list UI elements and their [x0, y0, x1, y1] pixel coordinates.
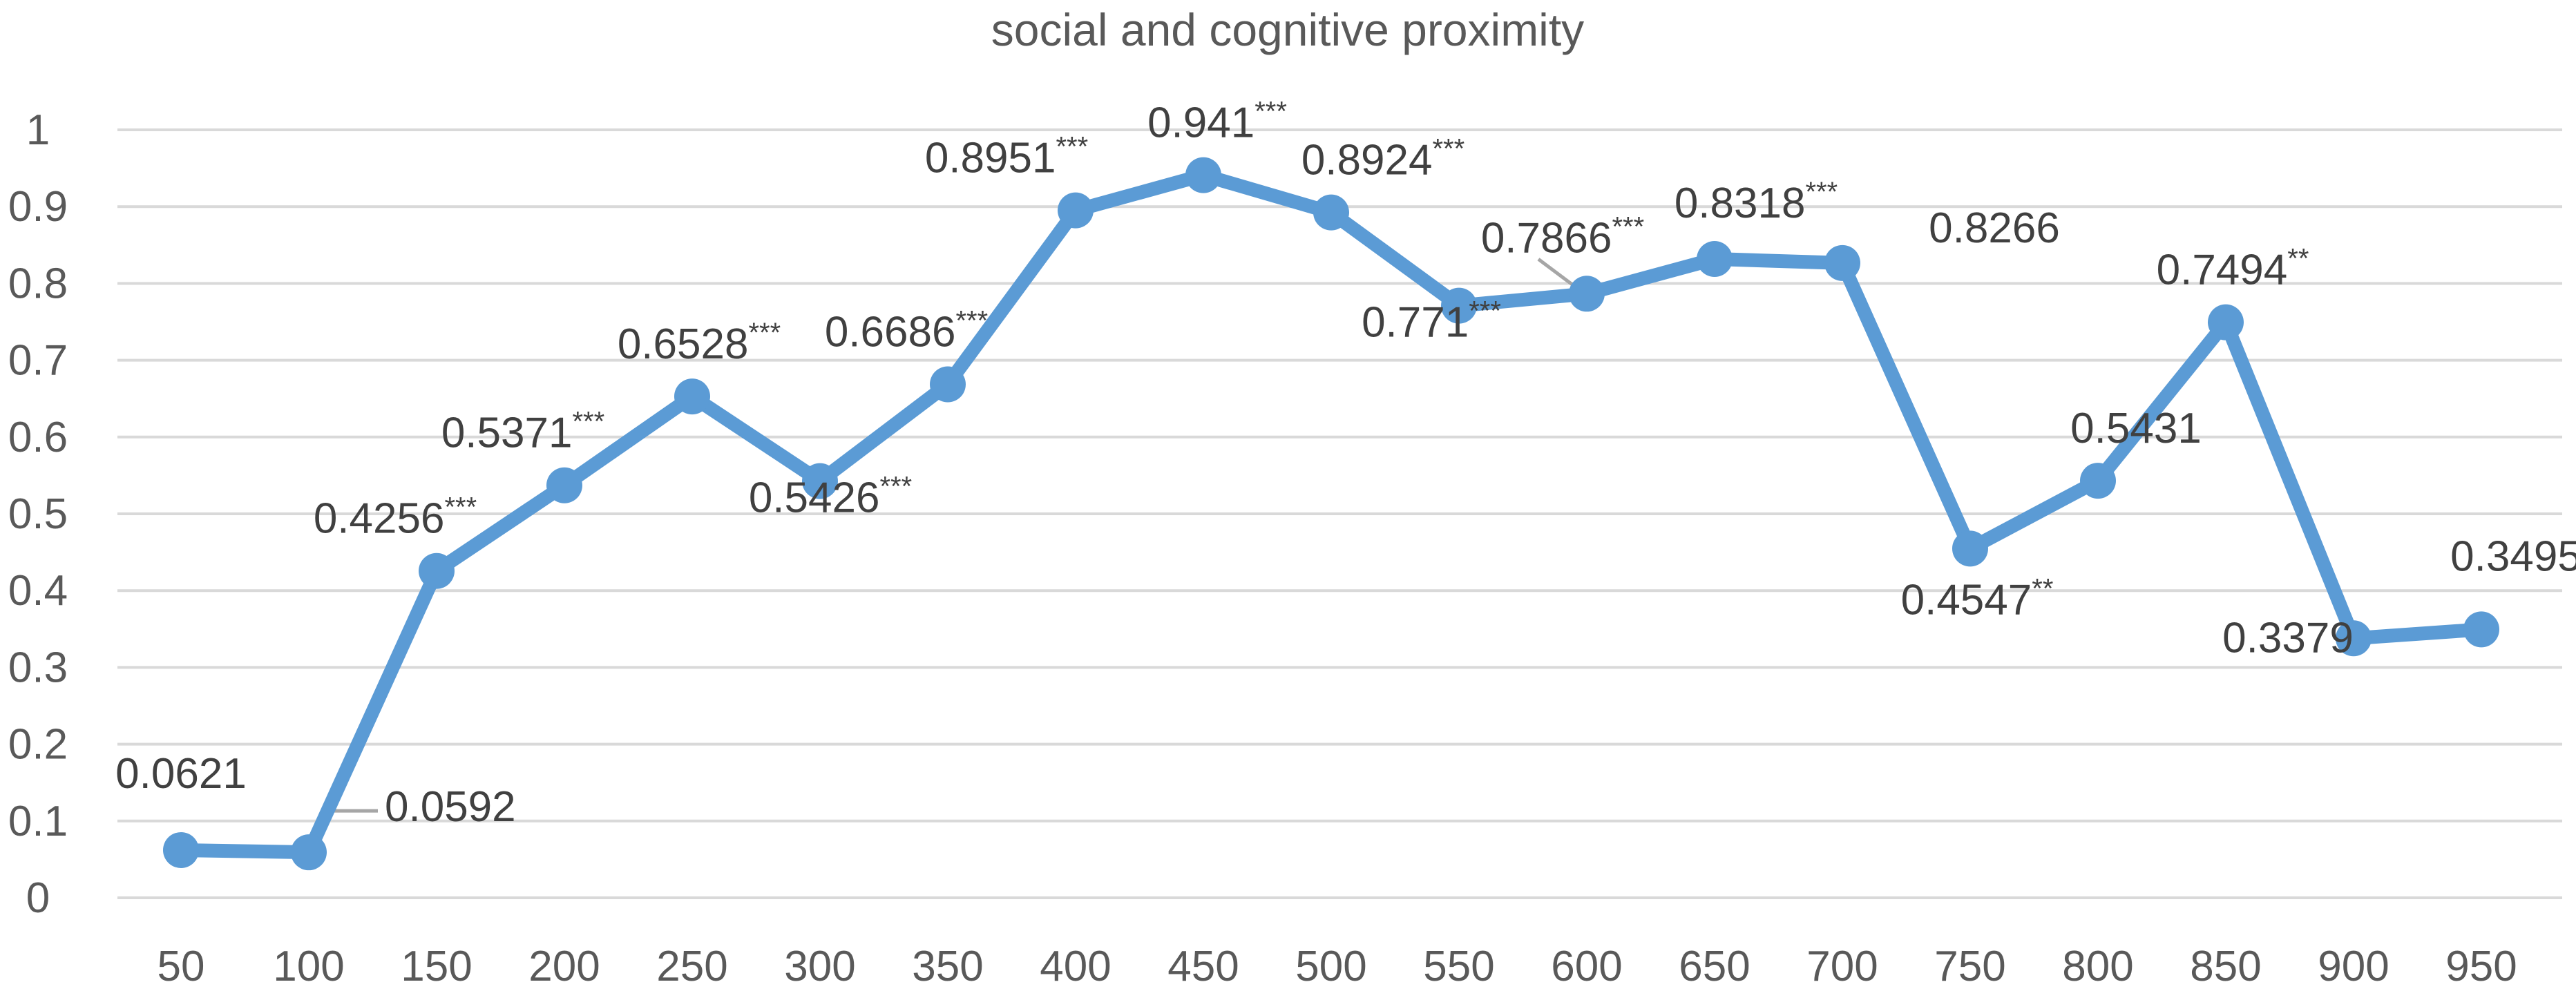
- x-tick-label: 600: [1551, 943, 1622, 990]
- x-tick-label: 50: [158, 943, 205, 990]
- data-label: 0.5371***: [441, 407, 604, 457]
- data-point: [930, 366, 966, 403]
- data-label: 0.3379: [2222, 614, 2354, 662]
- data-label: 0.5426***: [749, 472, 912, 522]
- data-point: [546, 467, 582, 503]
- data-point: [419, 552, 455, 589]
- y-tick-label: 0.1: [8, 798, 68, 845]
- data-point: [674, 378, 710, 415]
- x-tick-label: 850: [2190, 943, 2261, 990]
- data-label: 0.8266: [1929, 204, 2060, 252]
- data-point: [1058, 192, 1094, 229]
- y-tick-label: 0.6: [8, 414, 68, 461]
- data-label: 0.5431: [2070, 405, 2202, 452]
- data-point: [2208, 304, 2244, 340]
- y-tick-label: 0.4: [8, 567, 68, 615]
- data-label: 0.7866***: [1481, 211, 1644, 262]
- x-tick-label: 800: [2062, 943, 2133, 990]
- y-tick-label: 0.7: [8, 337, 68, 385]
- x-tick-label: 300: [784, 943, 855, 990]
- y-tick-label: 0.8: [8, 260, 68, 307]
- x-tick-label: 100: [273, 943, 344, 990]
- x-tick-label: 700: [1806, 943, 1878, 990]
- data-point: [1952, 530, 1988, 567]
- data-label: 0.6528***: [618, 318, 781, 368]
- data-label: 0.6686***: [825, 306, 988, 356]
- x-tick-label: 950: [2445, 943, 2517, 990]
- data-point: [2080, 463, 2116, 499]
- data-label: 0.4256***: [314, 492, 477, 543]
- data-point: [1697, 241, 1733, 278]
- data-point: [1824, 244, 1860, 281]
- data-points: [163, 157, 2499, 871]
- data-point: [2336, 620, 2372, 657]
- x-tick-label: 400: [1040, 943, 1111, 990]
- x-tick-label: 650: [1679, 943, 1750, 990]
- x-tick-label: 750: [1934, 943, 2005, 990]
- data-point: [2463, 611, 2499, 648]
- data-point: [1569, 276, 1605, 312]
- data-point: [802, 463, 838, 499]
- data-label: 0.0592: [385, 783, 516, 831]
- y-tick-label: 0: [26, 874, 50, 922]
- data-point: [291, 834, 327, 871]
- data-label: 0.8951***: [925, 132, 1088, 182]
- x-tick-label: 550: [1423, 943, 1494, 990]
- y-tick-label: 0.5: [8, 490, 68, 538]
- data-label: 0.8318***: [1675, 177, 1838, 227]
- x-tick-label: 250: [656, 943, 727, 990]
- data-label: 0.771***: [1362, 296, 1501, 347]
- data-label: 0.0621: [115, 750, 247, 798]
- data-label: 0.3495: [2450, 532, 2576, 580]
- y-axis-ticks: 0 0.1 0.2 0.3 0.4 0.5 0.6 0.7 0.8 0.9 1: [8, 106, 68, 922]
- data-point: [163, 831, 199, 868]
- x-tick-label: 350: [912, 943, 983, 990]
- x-tick-label: 200: [528, 943, 600, 990]
- data-point: [1313, 194, 1349, 231]
- data-label: 0.7494**: [2157, 244, 2309, 294]
- y-tick-label: 0.2: [8, 721, 68, 769]
- y-tick-label: 1: [26, 106, 50, 154]
- chart-title: social and cognitive proximity: [991, 4, 1584, 55]
- data-labels: 0.0621 0.0592 0.4256*** 0.5371*** 0.6528*** 0…: [115, 97, 2576, 831]
- data-label: 0.4547**: [1901, 573, 2054, 624]
- x-tick-label: 900: [2318, 943, 2389, 990]
- y-tick-label: 0.3: [8, 644, 68, 691]
- x-tick-label: 500: [1295, 943, 1366, 990]
- x-tick-label: 150: [401, 943, 472, 990]
- data-point: [1441, 287, 1477, 324]
- y-tick-label: 0.9: [8, 183, 68, 231]
- x-axis-ticks: 50 100 150 200 250 300 350 400 450 500 550 600 650 70…: [158, 943, 2517, 990]
- data-label: 0.8924***: [1301, 134, 1464, 184]
- data-label: 0.941***: [1147, 97, 1287, 147]
- data-point: [1185, 157, 1221, 193]
- x-tick-label: 450: [1167, 943, 1239, 990]
